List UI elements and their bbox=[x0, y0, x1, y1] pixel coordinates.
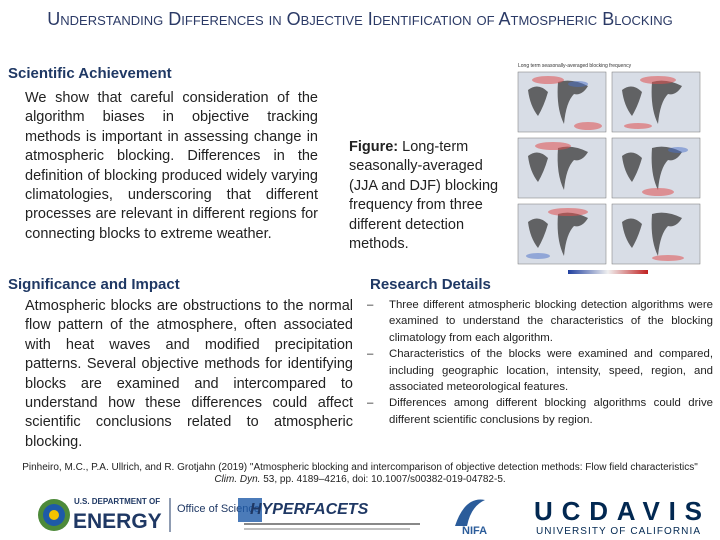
logo-text: UNIVERSITY OF CALIFORNIA bbox=[536, 526, 700, 537]
journal: Clim. Dyn. bbox=[214, 474, 261, 485]
caption-text: Long-term seasonally-averaged (JJA and D… bbox=[349, 139, 499, 253]
logo-text: UCDAVIS bbox=[534, 496, 702, 526]
section-heading: Research Details bbox=[370, 276, 491, 293]
citation: Pinheiro, M.C., P.A. Ullrich, and R. Gro… bbox=[10, 462, 710, 486]
ucdavis-logo: UCDAVIS UNIVERSITY OF CALIFORNIA bbox=[534, 496, 702, 537]
logo-bar: U.S. DEPARTMENT OF ENERGY Office of Scie… bbox=[38, 496, 702, 537]
citation-text: 53, pp. 4189–4216, doi: 10.1007/s00382-0… bbox=[260, 474, 506, 485]
nifa-logo: NIFA bbox=[455, 499, 487, 537]
section-heading: Significance and Impact bbox=[8, 276, 180, 293]
figure-title: Long term seasonally-averaged blocking f… bbox=[518, 63, 632, 69]
figure-caption: Figure: Long-term seasonally-averaged (J… bbox=[349, 138, 501, 254]
colorbar bbox=[568, 270, 648, 274]
logo-text: NIFA bbox=[462, 525, 487, 537]
logo-text: ENERGY bbox=[73, 510, 162, 533]
detail-item: Three different atmospheric blocking det… bbox=[367, 297, 713, 346]
figure: Long term seasonally-averaged blocking f… bbox=[517, 63, 701, 274]
logo-text: HYPERFACETS bbox=[250, 501, 369, 518]
doe-logo: U.S. DEPARTMENT OF ENERGY Office of Scie… bbox=[38, 497, 260, 533]
paragraph: Atmospheric blocks are obstructions to t… bbox=[25, 298, 353, 450]
hyperfacets-logo: HYPERFACETS bbox=[238, 498, 420, 530]
detail-item: Characteristics of the blocks were exami… bbox=[367, 346, 713, 395]
detail-item: Differences among different blocking alg… bbox=[367, 395, 713, 428]
paragraph: We show that careful consideration of th… bbox=[25, 90, 318, 242]
logo-text: U.S. DEPARTMENT OF bbox=[74, 497, 160, 506]
title: Understanding Differences in Objective I… bbox=[47, 9, 673, 29]
detail-list: Three different atmospheric blocking det… bbox=[367, 297, 713, 428]
map-panels bbox=[517, 71, 701, 265]
caption-label: Figure: bbox=[349, 139, 399, 155]
section-heading: Scientific Achievement bbox=[8, 65, 172, 82]
citation-text: Pinheiro, M.C., P.A. Ullrich, and R. Gro… bbox=[22, 462, 698, 473]
